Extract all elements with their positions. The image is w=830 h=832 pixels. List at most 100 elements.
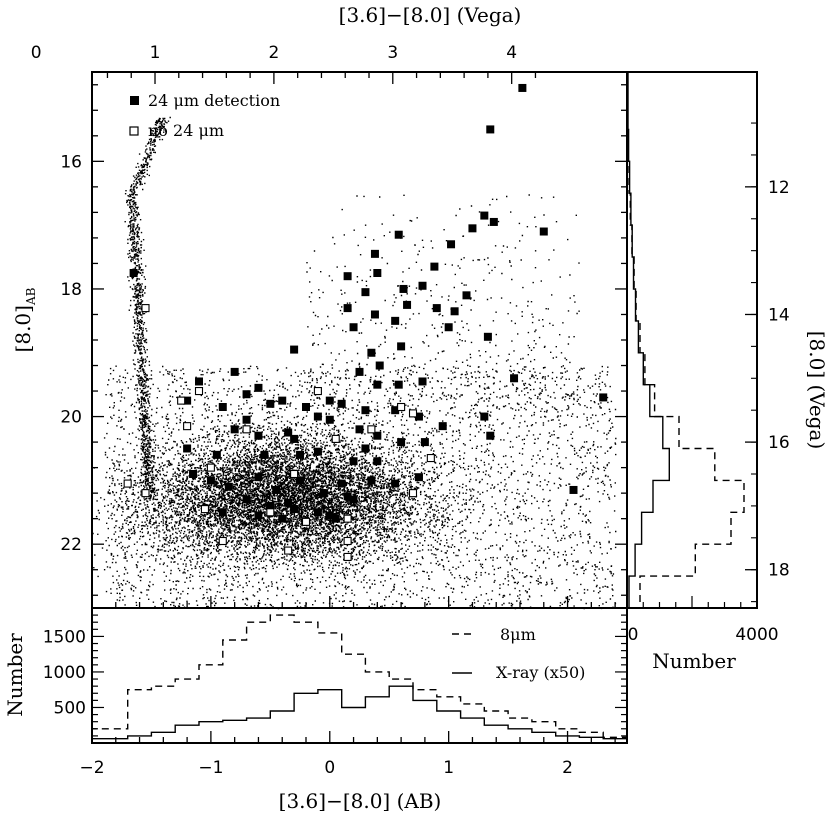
detection-24um-marker: [450, 307, 459, 316]
detection-24um-marker: [489, 217, 498, 226]
detection-24um-marker: [254, 473, 263, 482]
detection-24um-marker: [343, 272, 352, 281]
detection-24um-marker: [397, 438, 406, 447]
no-24um-marker: [408, 409, 418, 418]
legend-label-xray: X-ray (x50): [496, 663, 585, 682]
bottom-y-tick-label: 500: [54, 698, 86, 718]
detection-24um-marker: [183, 396, 192, 405]
x-tick-label-vega: 4: [506, 43, 517, 63]
detection-24um-marker: [599, 393, 608, 402]
no-24um-marker: [313, 386, 322, 396]
top-axis-title: [3.6]−[8.0] (Vega): [339, 3, 522, 27]
detection-24um-marker: [394, 230, 403, 239]
detection-24um-marker: [486, 125, 495, 134]
detection-24um-marker: [343, 304, 352, 313]
left-axis-title-group: [8.0]AB: [11, 287, 38, 352]
no-24um-marker: [206, 463, 215, 472]
no-24um-marker: [141, 304, 150, 313]
series-no-24um: [123, 304, 435, 562]
y-tick-label-ab: 16: [60, 152, 82, 172]
detection-24um-marker: [403, 300, 412, 309]
detection-24um-marker: [325, 396, 334, 405]
detection-24um-marker: [189, 470, 198, 478]
detection-24um-marker: [391, 316, 400, 325]
detection-24um-marker: [391, 406, 400, 415]
legend-label-24um: 24 μm detection: [148, 91, 280, 110]
no-24um-marker: [194, 386, 204, 396]
detection-24um-marker: [480, 211, 489, 220]
no-24um-marker: [301, 517, 311, 526]
detection-24um-marker: [373, 380, 382, 389]
detection-24um-marker: [370, 310, 379, 319]
detection-24um-marker: [349, 323, 358, 332]
no-24um-marker: [123, 479, 132, 488]
detection-24um-marker: [483, 332, 492, 341]
no-24um-marker: [200, 505, 209, 514]
detection-24um-marker: [391, 479, 400, 488]
legend-label-no24um: no 24 μm: [148, 121, 224, 140]
detection-24um-marker: [397, 342, 406, 351]
detection-24um-marker: [254, 383, 263, 392]
no-24um-marker: [331, 434, 340, 443]
no-24um-marker: [367, 425, 376, 434]
right-x-tick-label: 4000: [735, 625, 778, 645]
y-tick-label-vega: 14: [768, 305, 790, 325]
bottom-panel-ticks: 500 1000 1500: [43, 614, 627, 737]
x-tick-label-vega: 3: [387, 43, 398, 63]
detection-24um-marker: [355, 425, 364, 434]
left-axis-title: [8.0]AB: [11, 287, 38, 352]
detection-24um-marker: [539, 227, 548, 236]
right-x-tick-label: 0: [628, 625, 639, 645]
detection-24um-marker: [254, 511, 263, 520]
detection-24um-marker: [367, 348, 376, 357]
bottom-legend: 8μm X-ray (x50): [452, 625, 585, 682]
detection-24um-marker: [430, 262, 439, 271]
bottom-hist-xray-line: [91, 685, 627, 743]
bottom-y-axis-title: Number: [3, 633, 27, 717]
detection-24um-marker: [418, 281, 427, 290]
detection-24um-marker: [349, 495, 358, 504]
detection-24um-marker: [218, 508, 227, 517]
background-points: [92, 116, 617, 610]
right-hist-xray-line: [627, 71, 670, 608]
detection-24um-marker: [230, 367, 239, 376]
detection-24um-marker: [518, 83, 527, 92]
detection-24um-marker: [325, 511, 334, 520]
detection-24um-marker: [313, 447, 322, 456]
detection-24um-marker: [361, 288, 370, 297]
detection-24um-marker: [260, 450, 269, 459]
detection-24um-marker: [278, 396, 287, 405]
detection-24um-marker: [337, 479, 346, 488]
bottom-histogram-panel: 500 1000 1500: [43, 607, 628, 744]
detection-24um-marker: [284, 498, 293, 507]
right-axis-title-group: [8.0] (Vega): [805, 331, 829, 450]
detection-24um-marker: [302, 403, 310, 411]
no-24um-marker: [183, 422, 192, 431]
y-tick-label-ab: 22: [60, 535, 82, 555]
y-tick-label-vega: 18: [768, 561, 790, 581]
detection-24um-marker: [432, 304, 441, 313]
detection-24um-marker: [569, 485, 578, 494]
detection-24um-marker: [337, 399, 346, 408]
no-24um-marker: [343, 536, 352, 546]
detection-24um-marker: [367, 476, 376, 485]
detection-24um-marker: [296, 450, 305, 459]
detection-24um-marker: [129, 269, 138, 277]
detection-24um-marker: [319, 489, 328, 498]
legend-open-square: [129, 126, 139, 136]
detection-24um-marker: [468, 224, 477, 233]
right-hist-8um-line: [626, 71, 745, 608]
right-x-axis-title: Number: [652, 649, 736, 673]
detection-24um-marker: [444, 323, 453, 332]
detection-24um-marker: [480, 412, 489, 421]
detection-24um-marker: [361, 444, 370, 453]
series-24um-detection: [129, 83, 608, 523]
detection-24um-marker: [290, 345, 299, 354]
background-point-cloud: [92, 116, 617, 610]
detection-24um-marker: [242, 390, 251, 399]
detection-24um-marker: [313, 508, 322, 517]
no-24um-marker: [284, 546, 293, 555]
right-panel-ticks: 12 14 16 18 0 4000: [626, 122, 790, 645]
detection-24um-marker: [462, 291, 471, 300]
